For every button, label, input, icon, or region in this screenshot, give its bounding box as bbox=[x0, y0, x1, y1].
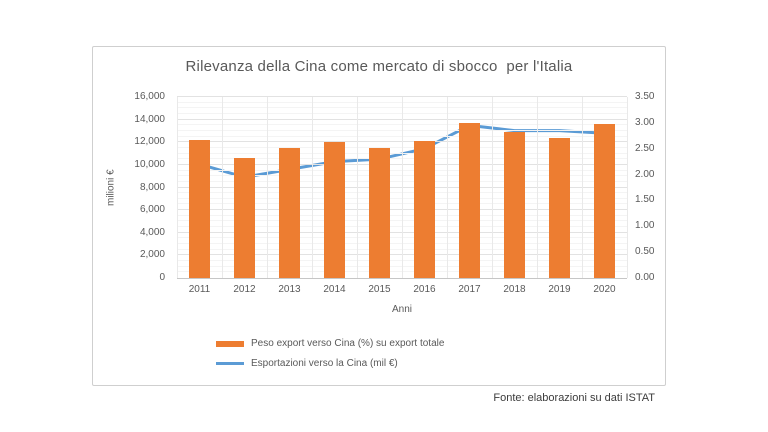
right-tick-label: 0.50 bbox=[635, 246, 655, 258]
bar-2012 bbox=[234, 158, 255, 278]
bar-2016 bbox=[414, 141, 435, 278]
category-gridline bbox=[492, 97, 493, 278]
x-tick-label: 2011 bbox=[188, 284, 211, 295]
x-tick-label: 2016 bbox=[413, 284, 436, 295]
category-gridline bbox=[537, 97, 538, 278]
category-gridline bbox=[177, 97, 178, 278]
category-gridline bbox=[312, 97, 313, 278]
bar-2014 bbox=[324, 142, 345, 278]
bar-2019 bbox=[549, 137, 570, 278]
bar-2020 bbox=[594, 124, 615, 278]
category-gridline bbox=[402, 97, 403, 278]
left-tick-label: 8,000 bbox=[139, 181, 165, 193]
major-gridline bbox=[177, 96, 627, 97]
right-tick-label: 1.00 bbox=[635, 220, 655, 232]
legend-item-bar: Peso export verso Cina (%) su export tot… bbox=[216, 338, 444, 349]
legend-label-line: Esportazioni verso la Cina (mil €) bbox=[251, 358, 398, 369]
x-tick-label: 2017 bbox=[458, 284, 481, 295]
left-tick-label: 6,000 bbox=[139, 204, 165, 216]
left-tick-label: 2,000 bbox=[139, 249, 165, 261]
x-axis-title: Anni bbox=[391, 304, 412, 315]
bar-2013 bbox=[279, 147, 300, 278]
category-gridline bbox=[582, 97, 583, 278]
category-gridline bbox=[222, 97, 223, 278]
chart-frame: Rilevanza della Cina come mercato di sbo… bbox=[92, 46, 666, 386]
x-tick-label: 2013 bbox=[278, 284, 301, 295]
source-note: Fonte: elaborazioni su dati ISTAT bbox=[493, 392, 655, 404]
bar-series-swatch bbox=[216, 340, 244, 347]
x-tick-label: 2020 bbox=[593, 284, 616, 295]
left-tick-label: 4,000 bbox=[139, 226, 165, 238]
x-tick-label: 2015 bbox=[368, 284, 391, 295]
category-gridline bbox=[447, 97, 448, 278]
category-gridline bbox=[627, 97, 628, 278]
x-tick-label: 2012 bbox=[233, 284, 256, 295]
right-tick-label: 2.00 bbox=[635, 168, 655, 180]
plot-area bbox=[177, 96, 628, 279]
right-tick-label: 2.50 bbox=[635, 142, 655, 154]
bar-2017 bbox=[459, 123, 480, 278]
category-gridline bbox=[267, 97, 268, 278]
legend: Peso export verso Cina (%) su export tot… bbox=[216, 338, 444, 378]
right-tick-label: 1.50 bbox=[635, 194, 655, 206]
left-tick-label: 0 bbox=[159, 272, 165, 283]
legend-item-line: Esportazioni verso la Cina (mil €) bbox=[216, 358, 444, 369]
left-tick-label: 16,000 bbox=[134, 91, 165, 102]
chart-title: Rilevanza della Cina come mercato di sbo… bbox=[185, 58, 573, 75]
category-gridline bbox=[357, 97, 358, 278]
left-tick-label: 14,000 bbox=[134, 113, 165, 125]
right-tick-label: 3.00 bbox=[635, 116, 655, 128]
bar-2011 bbox=[189, 140, 210, 278]
right-tick-label: 0.00 bbox=[635, 272, 655, 283]
right-tick-label: 3.50 bbox=[635, 91, 655, 102]
x-tick-label: 2014 bbox=[323, 284, 346, 295]
left-tick-label: 10,000 bbox=[134, 158, 165, 170]
legend-label-bar: Peso export verso Cina (%) su export tot… bbox=[251, 338, 445, 349]
bar-2015 bbox=[369, 147, 390, 278]
left-tick-label: 12,000 bbox=[134, 136, 165, 148]
x-tick-label: 2018 bbox=[503, 284, 526, 295]
x-tick-label: 2019 bbox=[548, 284, 571, 295]
bar-2018 bbox=[504, 132, 525, 278]
line-series-swatch bbox=[216, 362, 244, 365]
